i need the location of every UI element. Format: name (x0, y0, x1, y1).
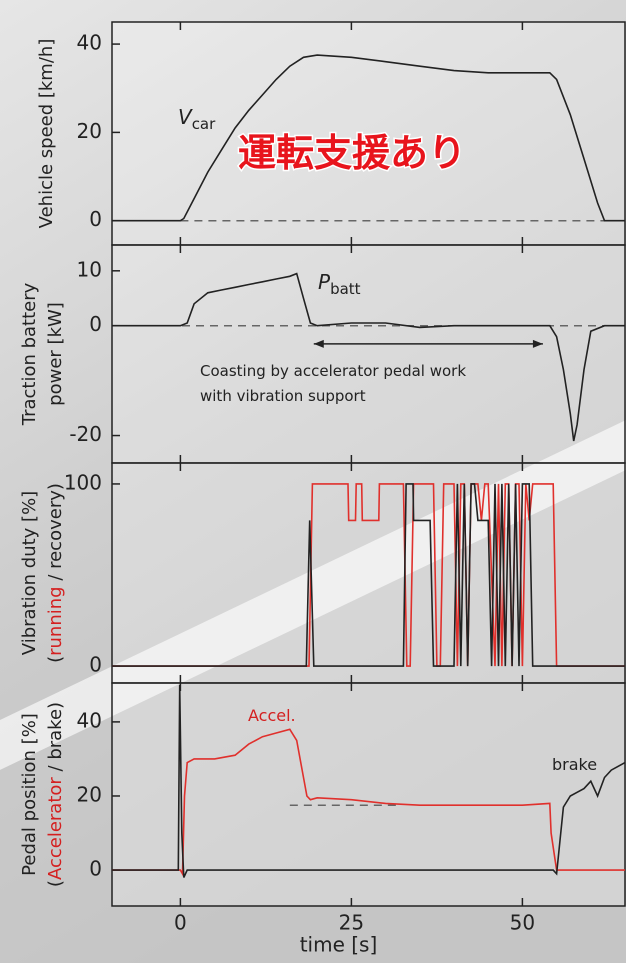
annotation-subscript: car (192, 115, 216, 133)
annotation: brake (552, 755, 597, 774)
y-axis-label: Vibration duty [%] (19, 491, 40, 655)
y-tick-label: 40 (77, 708, 102, 732)
y-axis-label-part: / recovery) (45, 483, 66, 586)
plot-area (111, 462, 626, 684)
data-line (112, 54, 625, 222)
annotation-text: brake (552, 755, 597, 774)
plot-area (111, 244, 626, 464)
y-axis-label-part: Traction battery (19, 282, 40, 426)
data-line (112, 483, 625, 667)
x-axis-label: time [s] (300, 933, 378, 957)
y-axis-label-part: / brake) (45, 702, 66, 777)
y-tick-label: 0 (89, 312, 102, 336)
y-axis-label: power [kW] (45, 302, 66, 406)
y-axis-label-part: ( (45, 656, 66, 663)
annotation: Pbatt (318, 270, 361, 298)
annotation-text: with vibration support (200, 387, 366, 405)
annotation-subscript: batt (330, 280, 361, 298)
annotation: Coasting by accelerator pedal work (200, 362, 466, 380)
plot-area (111, 682, 626, 907)
annotation: with vibration support (200, 387, 366, 405)
y-tick-label: 100 (64, 470, 102, 494)
y-tick-label: -20 (69, 422, 102, 446)
y-axis-label: (Accelerator / brake) (45, 702, 66, 887)
y-tick-label: 0 (89, 857, 102, 881)
y-tick-label: 0 (89, 207, 102, 231)
y-axis-label: (running / recovery) (45, 483, 66, 663)
y-axis-label-part: Vehicle speed [km/h] (36, 39, 57, 229)
annotation-text: 運転支援あり (238, 131, 466, 175)
annotation-text: Accel. (248, 706, 296, 725)
y-tick-label: 20 (77, 782, 102, 806)
data-line (112, 684, 626, 878)
y-axis-label-part: Vibration duty [%] (19, 491, 40, 655)
y-tick-label: 40 (77, 31, 102, 55)
y-axis-label-part: ( (45, 880, 66, 887)
plots: 0 20 40 Vehicle speed [km/h] Vcar 運転支援あり -20 0 1… (19, 21, 626, 957)
annotation-text: Coasting by accelerator pedal work (200, 362, 466, 380)
y-tick-label: 10 (77, 257, 102, 281)
y-tick-label: 0 (89, 653, 102, 677)
annotation-text: V (178, 105, 193, 129)
y-axis-label: Traction battery (19, 282, 40, 426)
annotation-text: P (318, 270, 331, 294)
y-tick-label: 20 (77, 119, 102, 143)
y-axis-label-part: running (45, 586, 66, 655)
y-axis-label: Vehicle speed [km/h] (36, 39, 57, 229)
x-tick-label: 50 (510, 911, 535, 935)
x-tick-label: 0 (174, 911, 187, 935)
y-axis-label: Pedal position [%] (19, 713, 40, 876)
annotation: 運転支援あり (238, 131, 466, 175)
data-line (112, 728, 625, 877)
y-axis-label-part: Accelerator (45, 777, 66, 880)
data-line (112, 483, 625, 667)
annotation: Vcar (178, 105, 216, 133)
y-axis-label-part: Pedal position [%] (19, 713, 40, 876)
y-axis-label-part: power [kW] (45, 302, 66, 406)
data-line (112, 272, 625, 442)
x-tick-label: 25 (339, 911, 364, 935)
annotation: Accel. (248, 706, 296, 725)
